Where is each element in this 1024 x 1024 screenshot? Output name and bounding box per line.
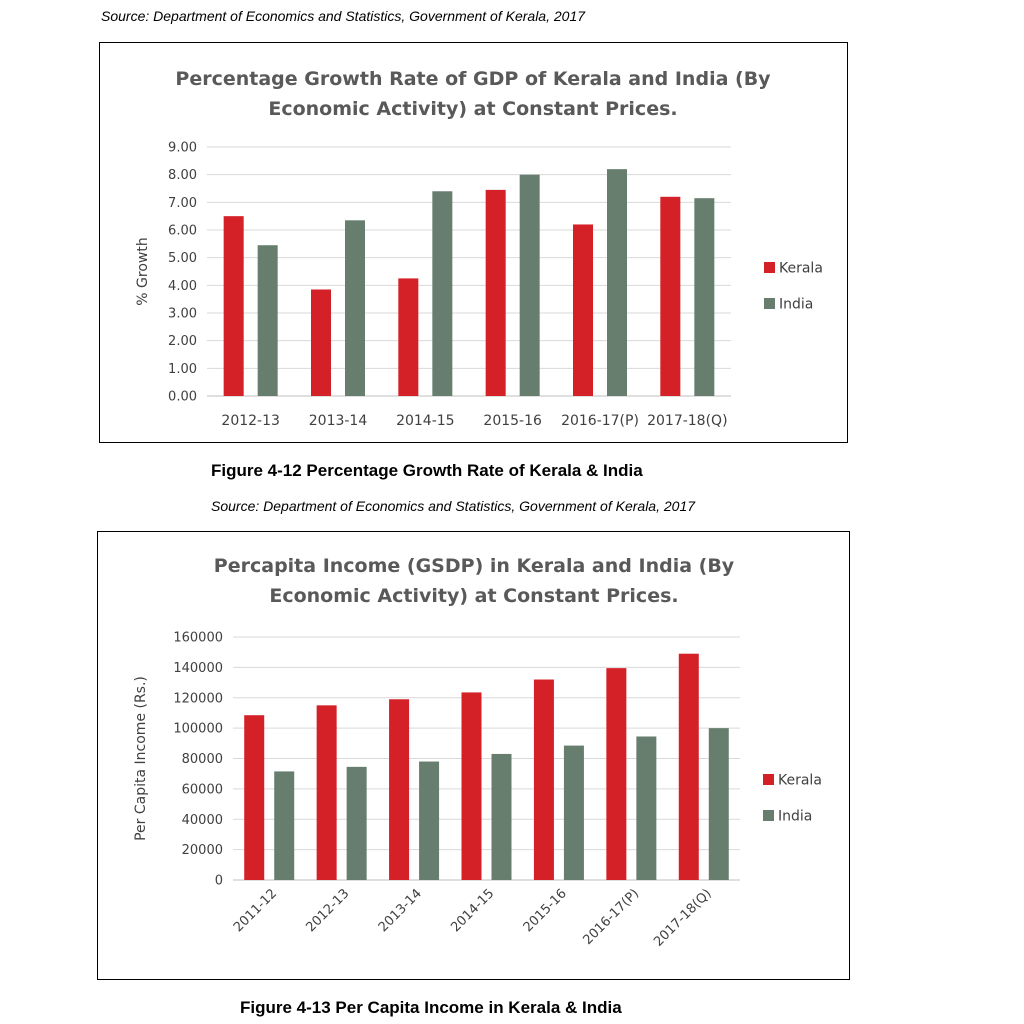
bar-india-201718q [694,198,715,396]
bar-kerala-201314 [311,289,331,396]
per-capita-income-chart: Percapita Income (GSDP) in Kerala and In… [133,555,822,950]
legend-label-india: India [779,297,813,313]
bar-kerala-201112 [244,715,265,880]
x-tick-label: 2017-18(Q) [651,886,714,949]
y-tick-label: 3.00 [168,307,197,322]
bar-india-201112 [274,771,295,880]
bar-india-201213 [257,245,278,396]
x-tick-label: 2011-12 [231,886,280,935]
bar-kerala-201617p [606,668,627,880]
bar-kerala-201516 [533,679,554,880]
bar-india-201415 [432,191,453,396]
bar-kerala-201213 [316,705,337,880]
bar-kerala-201718q [678,653,699,880]
y-tick-label: 8.00 [168,168,197,183]
bar-india-201617p [636,736,657,880]
bar-india-201718q [708,728,729,880]
y-tick-label: 160000 [173,631,223,646]
chart-title-line: Economic Activity) at Constant Prices. [268,98,677,120]
bar-india-201314 [419,761,440,880]
y-axis-label: % Growth [135,237,151,305]
chart-title-line: Percentage Growth Rate of GDP of Kerala … [175,68,771,90]
x-tick-label: 2015-16 [521,886,570,935]
y-tick-label: 100000 [173,722,223,737]
bar-india-201213 [346,766,367,880]
bar-kerala-201415 [398,278,419,396]
bar-kerala-201617p [573,224,593,396]
y-tick-label: 0.00 [168,390,197,405]
legend-label-india: India [778,809,812,825]
y-tick-label: 40000 [182,813,223,828]
legend-swatch-kerala [764,262,775,273]
y-tick-label: 1.00 [168,362,197,377]
legend-label-kerala: Kerala [779,261,823,277]
y-tick-label: 5.00 [168,251,197,266]
growth-rate-chart: Percentage Growth Rate of GDP of Kerala … [135,68,823,429]
bar-kerala-201415 [461,692,482,880]
legend-swatch-india [763,810,774,821]
y-tick-label: 140000 [173,661,223,676]
y-tick-label: 7.00 [168,196,197,211]
legend-label-kerala: Kerala [778,773,822,789]
y-tick-label: 20000 [182,843,223,858]
legend-swatch-kerala [763,774,774,785]
legend-swatch-india [764,298,775,309]
figure-caption-4-13: Figure 4-13 Per Capita Income in Kerala … [240,998,622,1017]
x-tick-label: 2017-18(Q) [647,413,727,429]
bar-kerala-201314 [389,699,410,880]
y-tick-label: 0 [215,874,223,889]
y-tick-label: 4.00 [168,279,197,294]
chart-title-line: Percapita Income (GSDP) in Kerala and In… [214,555,735,577]
bar-kerala-201213 [223,216,244,396]
x-tick-label: 2016-17(P) [561,413,639,429]
bar-india-201415 [491,753,512,880]
x-tick-label: 2013-14 [309,413,368,429]
y-tick-label: 6.00 [168,224,197,239]
y-tick-label: 120000 [173,691,223,706]
bar-india-201314 [345,220,365,396]
y-tick-label: 80000 [182,752,223,767]
source-note-2: Source: Department of Economics and Stat… [211,498,696,514]
y-tick-label: 60000 [182,782,223,797]
x-tick-label: 2014-15 [396,413,455,429]
x-tick-label: 2015-16 [483,413,542,429]
bar-kerala-201718q [660,196,681,396]
x-tick-label: 2012-13 [221,413,280,429]
bar-india-201516 [519,174,540,396]
growth-chart-frame: Percentage Growth Rate of GDP of Kerala … [99,42,848,443]
x-tick-label: 2013-14 [376,886,425,935]
bar-kerala-201516 [485,189,506,396]
figure-caption-4-12: Figure 4-12 Percentage Growth Rate of Ke… [211,461,643,480]
chart-title-line: Economic Activity) at Constant Prices. [269,585,678,607]
bar-india-201516 [563,745,584,880]
x-tick-label: 2016-17(P) [580,886,642,948]
y-tick-label: 2.00 [168,334,197,349]
y-axis-label: Per Capita Income (Rs.) [133,676,149,841]
x-tick-label: 2012-13 [303,886,352,935]
source-note-1: Source: Department of Economics and Stat… [101,8,586,24]
income-chart-frame: Percapita Income (GSDP) in Kerala and In… [97,531,850,980]
y-tick-label: 9.00 [168,141,197,156]
x-tick-label: 2014-15 [448,886,497,935]
bar-india-201617p [607,169,627,396]
